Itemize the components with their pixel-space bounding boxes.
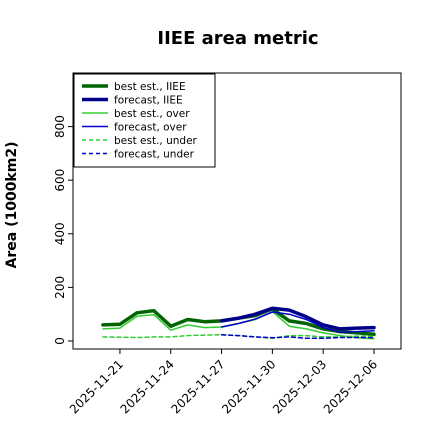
series-line-forecast-iiee: [219, 306, 376, 331]
y-tick-label: 200: [53, 276, 67, 299]
series-lines: [101, 306, 376, 340]
series-line-forecast-over: [220, 311, 375, 334]
y-tick-label: 600: [53, 169, 67, 192]
x-tick-label: 2025-11-21: [67, 357, 126, 416]
y-tick-label: 800: [53, 115, 67, 138]
chart-title: IIEE area metric: [157, 28, 318, 49]
legend-entry: best est., IIEE: [114, 81, 186, 93]
y-axis-label: Area (1000km2): [4, 142, 20, 269]
legend-entry: best est., under: [114, 135, 198, 147]
x-axis: 2025-11-212025-11-242025-11-272025-11-30…: [67, 349, 380, 416]
x-tick-label: 2025-11-30: [219, 357, 278, 416]
legend-entry: forecast, over: [114, 122, 187, 134]
y-tick-label: 0: [53, 337, 67, 345]
legend-entry: best est., over: [114, 108, 190, 120]
legend-box: [73, 73, 216, 168]
legend-entry: forecast, under: [114, 149, 195, 161]
y-tick-label: 400: [53, 222, 67, 245]
legend-entry: forecast, IIEE: [114, 95, 183, 107]
x-tick-label: 2025-12-03: [270, 357, 329, 416]
x-tick-label: 2025-11-27: [168, 357, 227, 416]
series-line-forecast-under: [220, 334, 375, 340]
x-tick-label: 2025-12-06: [321, 357, 380, 416]
x-tick-label: 2025-11-24: [118, 357, 177, 416]
y-axis: 0 200 400 600 800: [53, 115, 73, 345]
